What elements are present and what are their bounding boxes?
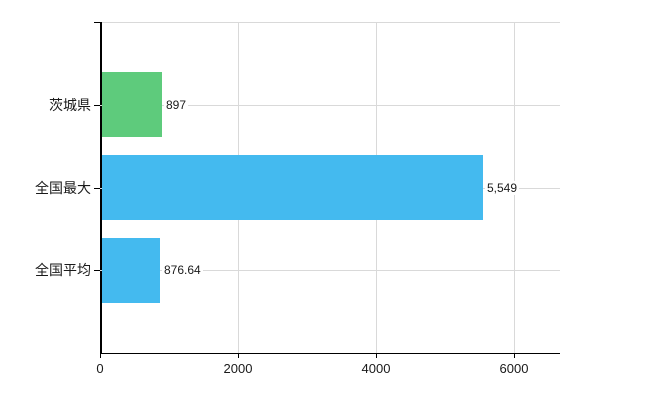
- x-axis-tick-label: 2000: [223, 361, 253, 376]
- x-axis-tick-label: 6000: [499, 361, 529, 376]
- category-label: 全国平均: [35, 262, 91, 278]
- data-bar: [102, 155, 483, 220]
- x-axis-tick: [513, 353, 515, 358]
- y-axis-line: [100, 22, 102, 353]
- value-label: 5,549: [485, 181, 520, 195]
- y-axis-tick: [94, 105, 100, 106]
- x-axis-tick: [237, 353, 239, 358]
- x-axis-line: [100, 353, 560, 354]
- data-bar: [102, 72, 162, 137]
- value-label: 897: [164, 98, 189, 112]
- x-axis-tick: [375, 353, 377, 358]
- plot-top-border: [100, 22, 560, 23]
- y-axis-tick: [94, 188, 100, 189]
- category-label: 全国最大: [35, 180, 91, 196]
- x-axis-tick: [100, 353, 101, 358]
- category-gridline: [100, 105, 560, 106]
- x-axis-tick-label: 4000: [361, 361, 391, 376]
- y-axis-tick: [94, 270, 100, 271]
- value-label: 876.64: [162, 263, 203, 277]
- data-bar: [102, 238, 160, 303]
- y-axis-top-tick: [94, 22, 100, 23]
- category-label: 茨城県: [49, 97, 91, 113]
- x-axis-tick-label: 0: [96, 361, 104, 376]
- category-gridline: [100, 270, 560, 271]
